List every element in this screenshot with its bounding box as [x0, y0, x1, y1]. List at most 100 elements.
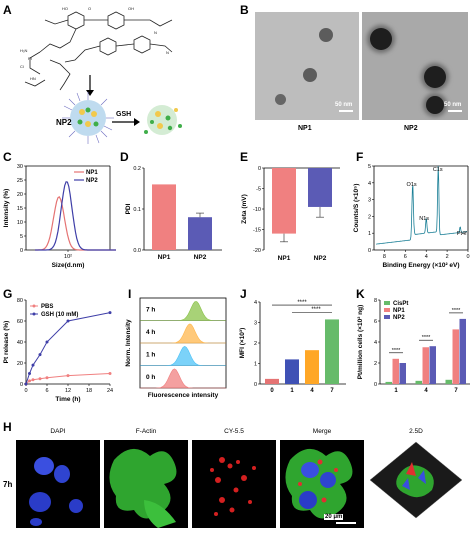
x-tick-label: NP1 — [278, 255, 291, 262]
y-tick-label: 0 — [254, 382, 257, 388]
y-tick-label: 2 — [374, 361, 377, 367]
x-axis-label: Size(d.nm) — [52, 262, 85, 269]
micrograph-merge — [280, 440, 364, 528]
y-tick-label: 0.0 — [133, 248, 141, 254]
svg-text:N: N — [154, 30, 157, 35]
y-tick-label: 4 — [374, 340, 377, 346]
micrograph-cy55 — [192, 440, 276, 528]
data-point — [28, 379, 31, 383]
spectrum-line — [376, 165, 468, 245]
histogram-area — [140, 368, 226, 389]
panel-a-letter: A — [3, 3, 12, 17]
panel-j-letter: J — [240, 287, 247, 301]
nanoparticle-blob — [370, 28, 392, 50]
series-label: 4 h — [146, 329, 155, 336]
y-tick-label: 20 — [17, 361, 23, 367]
x-tick-label: 0 — [466, 254, 469, 260]
svg-text:Cl: Cl — [20, 64, 24, 69]
histogram-area — [140, 301, 226, 321]
channel-title-merge: Merge — [312, 428, 332, 435]
y-tick-label: -10 — [253, 207, 261, 213]
row-label-time: 7h — [3, 480, 13, 489]
y-tick-label: 8 — [374, 298, 377, 304]
bar — [272, 168, 296, 234]
bar — [325, 319, 339, 384]
chart-e-zeta: Zeta (mV) 0 -5 -10 -15 -20 NP1 NP2 — [241, 166, 340, 262]
tem-np1-caption: NP1 — [298, 125, 312, 132]
legend-label: PBS — [41, 304, 53, 310]
legend-label: CisPt — [393, 301, 408, 307]
panel-e-letter: E — [240, 150, 249, 164]
x-axis-label: Fluorescence intensity — [148, 392, 219, 399]
y-tick-label: 0 — [368, 248, 371, 254]
y-tick-label: 60 — [17, 319, 23, 325]
peak-label: C1s — [433, 167, 443, 173]
data-point — [66, 319, 70, 323]
bar — [265, 378, 279, 384]
bar — [392, 358, 399, 384]
y-tick-label: 80 — [17, 298, 23, 304]
y-tick-label: 0.1 — [133, 207, 141, 213]
y-tick-label: 3 — [368, 198, 371, 204]
x-tick-label: NP1 — [158, 254, 171, 261]
data-point — [38, 377, 42, 381]
y-axis-label: PDI — [125, 203, 132, 214]
legend-swatch — [384, 301, 390, 305]
data-point — [108, 311, 112, 315]
bar — [422, 347, 429, 384]
bar — [188, 217, 212, 250]
y-tick-label: 6 — [374, 319, 377, 325]
y-tick-label: 0 — [258, 166, 261, 172]
significance-label: **** — [422, 335, 431, 341]
y-axis-label: Intensity (%) — [3, 189, 10, 228]
panel-h-letter: H — [3, 420, 12, 434]
np2-label: NP2 — [56, 118, 72, 127]
bar — [305, 350, 319, 384]
data-point — [108, 372, 112, 375]
panel-d-letter: D — [120, 150, 129, 164]
x-tick-label: 18 — [86, 388, 92, 394]
scale-label: 50 nm — [335, 102, 353, 108]
y-tick-label: 2 — [368, 214, 371, 220]
data-point — [31, 363, 35, 367]
significance-label: **** — [392, 348, 401, 354]
nanoparticle-blob — [426, 96, 444, 114]
legend-swatch — [384, 308, 390, 312]
gsh-label: GSH — [116, 111, 132, 118]
legend-label: NP1 — [393, 308, 405, 314]
x-tick-label: 2 — [446, 254, 449, 260]
x-tick-label: 4 — [425, 254, 428, 260]
y-axis-label: MFI (×10³) — [239, 328, 246, 359]
x-tick-label: 7 — [454, 388, 458, 394]
peak-label: N1s — [419, 216, 429, 222]
data-point — [38, 353, 42, 357]
panel-i-letter: I — [128, 287, 132, 301]
y-tick-label: 10 — [17, 220, 23, 226]
series-line — [35, 181, 116, 251]
y-axis-label: Pt/million cells (×10² ng) — [357, 305, 364, 380]
svg-text:HN: HN — [30, 76, 36, 81]
x-tick-label: 0 — [270, 388, 274, 394]
histogram-area — [140, 346, 226, 366]
svg-text:OH: OH — [128, 6, 134, 11]
y-tick-label: 5 — [368, 164, 371, 170]
significance-label: **** — [452, 308, 461, 314]
x-tick-label: 0 — [24, 388, 27, 394]
chart-g-pt-release: Pt release (%) Time (h) 0 20 40 60 80 0 6 12 18 24 P… — [3, 298, 113, 403]
x-tick-label: 24 — [107, 388, 113, 394]
x-tick-label: 1 — [394, 388, 398, 394]
scale-bar — [448, 110, 462, 112]
y-tick-label: -5 — [256, 187, 261, 193]
series-label: 1 h — [146, 351, 155, 358]
chart-d-pdi: PDI 0.0 0.1 0.2 NP1 NP2 — [125, 166, 222, 261]
legend-marker — [32, 304, 36, 308]
data-point — [45, 376, 49, 380]
bar — [285, 359, 299, 384]
svg-text:Pt: Pt — [28, 56, 33, 61]
series-line — [25, 312, 111, 385]
panel-k-letter: K — [356, 287, 365, 301]
data-point — [24, 382, 28, 386]
tem-np2-caption: NP2 — [404, 125, 418, 132]
bar — [452, 329, 459, 384]
channel-title-2-5d: 2.5D — [409, 428, 423, 435]
